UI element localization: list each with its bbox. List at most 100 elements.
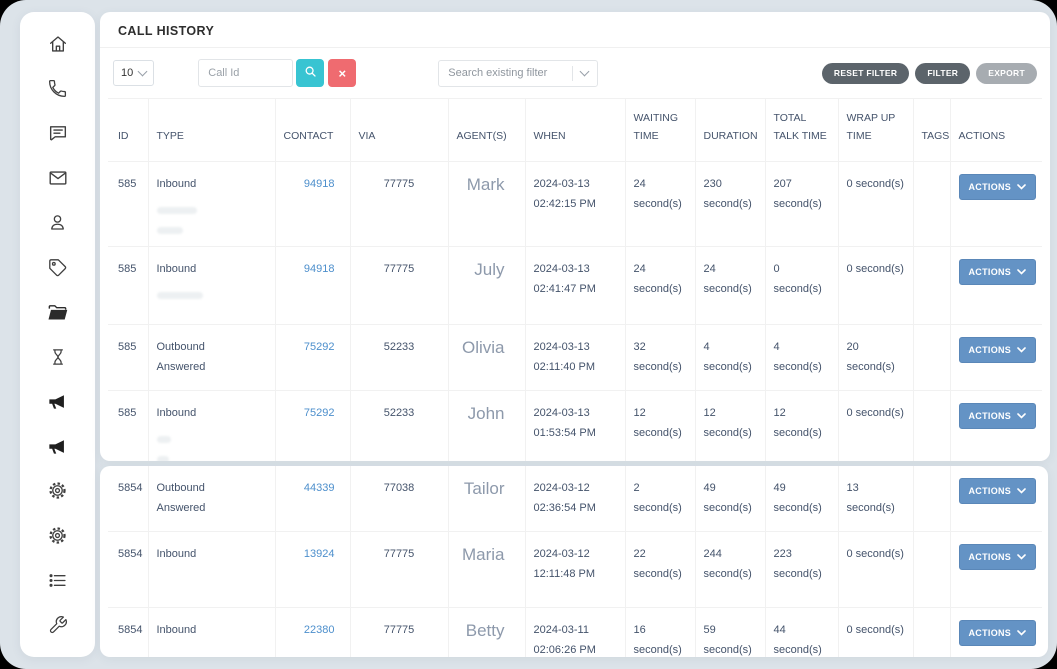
cell-type: Inbound [147,389,275,461]
contact-link[interactable]: 75292 [303,341,335,354]
table-row: 5854 Outbound Answered 44339 77038 Tailor 2024… [108,466,1042,532]
table-row: 585 Inbound 94918 77775 July 2024-03-13 02:41… [108,246,1042,325]
row-actions-button[interactable]: ACTIONS [958,259,1037,286]
cell-wrap-up-time: 0 second(s) [837,160,913,247]
page-size-select[interactable]: 10 [113,60,155,86]
redacted-text [156,207,197,215]
cell-duration: 49 second(s) [694,466,765,532]
row-actions-button[interactable]: ACTIONS [958,337,1037,364]
chevron-down-icon [1017,182,1026,192]
cell-total-talk-time: 44 second(s) [764,606,838,657]
cell-total-talk-time: 223 second(s) [764,530,838,608]
contact-link[interactable]: 13924 [303,547,335,560]
cell-waiting-time: 24 second(s) [624,246,695,325]
sidebar-item-chat[interactable] [43,121,73,145]
column-header-waiting-time: WAITING TIME [624,98,695,162]
redacted-text [156,292,203,300]
cell-actions: ACTIONS [949,606,1042,657]
contact-link[interactable]: 94918 [303,177,335,190]
cell-waiting-time: 22 second(s) [624,530,695,608]
sidebar-item-phone[interactable] [43,77,73,101]
cell-contact: 75292 [274,324,350,391]
cell-tags [912,160,950,247]
row-actions-button[interactable]: ACTIONS [958,543,1037,570]
cell-agent: Mark [447,160,525,247]
sidebar-item-megaphone-2[interactable] [43,434,73,458]
row-actions-button[interactable]: ACTIONS [958,619,1037,646]
cell-contact: 75292 [274,389,350,461]
contact-link[interactable]: 22380 [303,623,335,636]
wrench-icon [48,615,68,635]
cell-when: 2024-03-11 02:06:26 PM [524,606,625,657]
sidebar-item-gear-2[interactable] [43,524,73,548]
chat-icon [47,122,69,144]
cell-duration: 12 second(s) [694,389,765,461]
cell-type: Inbound [147,160,275,247]
chevron-down-icon [1017,411,1026,421]
sidebar-item-hourglass[interactable] [43,345,73,369]
sidebar-item-tag[interactable] [43,255,73,279]
actions-label: ACTIONS [968,345,1012,356]
actions-label: ACTIONS [968,486,1012,496]
call-id-input[interactable] [198,59,294,87]
chevron-down-icon [1017,267,1026,277]
contact-link[interactable]: 44339 [303,482,335,494]
cell-actions: ACTIONS [949,466,1042,532]
cell-when: 2024-03-13 01:53:54 PM [524,389,625,461]
sidebar-item-mail[interactable] [43,166,73,190]
cell-wrap-up-time: 0 second(s) [837,246,913,325]
filter-search-select[interactable]: Search existing filter [438,59,599,87]
sidebar [20,12,95,657]
title-divider [100,47,1050,48]
call-history-card: CALL HISTORY 10 × Search existing filter [100,12,1050,461]
reset-filter-button[interactable]: RESET FILTER [821,62,910,84]
cell-via: 52233 [349,324,448,391]
clear-search-button[interactable]: × [328,59,357,87]
column-header-total-talk-time: TOTAL TALK TIME [764,98,838,162]
page-title: CALL HISTORY [118,24,215,38]
sidebar-item-gear[interactable] [43,479,73,503]
column-header-wrap-up-time: WRAP UP TIME [837,98,913,162]
export-button[interactable]: EXPORT [976,62,1037,84]
cell-id: 5854 [108,530,148,608]
cell-type: Outbound Answered [147,324,275,391]
search-button[interactable] [296,59,325,87]
hourglass-icon [48,347,68,367]
cell-agent: Betty [447,606,525,657]
cell-id: 585 [108,389,148,461]
cell-when: 2024-03-13 02:11:40 PM [524,324,625,391]
sidebar-item-wrench[interactable] [43,613,73,637]
filter-button[interactable]: FILTER [915,62,971,84]
cell-type: Inbound [147,606,275,657]
sidebar-item-user[interactable] [43,211,73,235]
filter-search-placeholder: Search existing filter [448,67,548,79]
user-icon [47,212,68,233]
actions-label: ACTIONS [968,181,1012,192]
sidebar-item-megaphone[interactable] [43,390,73,414]
sidebar-item-list[interactable] [43,568,73,592]
cell-tags [912,530,950,608]
cell-contact: 94918 [274,160,350,247]
actions-label: ACTIONS [968,627,1012,638]
sidebar-item-home[interactable] [43,32,73,56]
cell-id: 585 [108,160,148,247]
cell-waiting-time: 16 second(s) [624,606,695,657]
column-header-agent-s-: AGENT(S) [447,98,525,162]
column-header-duration: DURATION [694,98,765,162]
contact-link[interactable]: 94918 [303,263,335,276]
cell-id: 5854 [118,482,143,494]
row-actions-button[interactable]: ACTIONS [958,173,1037,200]
table-row: 585 Inbound 75292 52233 John 2024-03-13 01:53… [108,389,1042,461]
row-actions-button[interactable]: ACTIONS [958,478,1037,504]
sidebar-item-folder[interactable] [43,300,73,324]
redacted-text [156,456,169,461]
cell-duration: 244 second(s) [694,530,765,608]
row-actions-button[interactable]: ACTIONS [958,402,1037,429]
cell-when: 2024-03-13 02:42:15 PM [524,160,625,247]
cell-agent: Olivia [447,324,525,391]
chevron-down-icon [579,66,590,77]
contact-link[interactable]: 75292 [303,406,335,419]
cell-id: 5854 [108,606,148,657]
toolbar: 10 × Search existing filter [100,48,1050,98]
